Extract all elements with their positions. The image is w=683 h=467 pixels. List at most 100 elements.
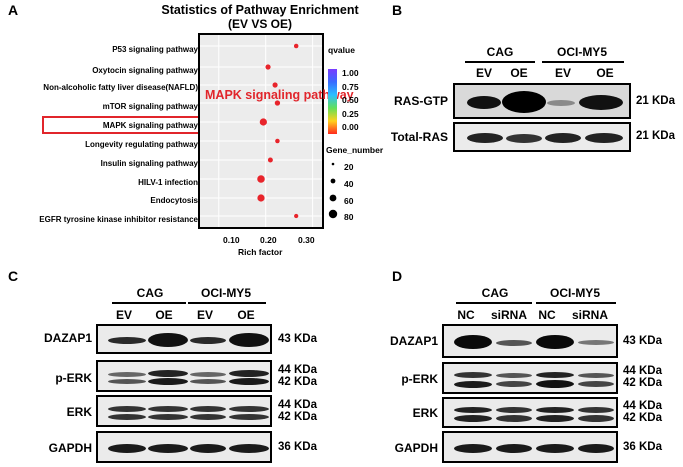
qvalue-tick: 0.50 bbox=[342, 95, 359, 106]
blot-row-label: ERK bbox=[66, 405, 92, 419]
group-underline bbox=[536, 302, 616, 304]
blot-p-erk bbox=[96, 360, 272, 392]
blot-p-erk bbox=[442, 362, 618, 394]
kda-label: 36 KDa bbox=[278, 441, 317, 453]
kda-label: 21 KDa bbox=[636, 130, 675, 142]
qvalue-ticks: 1.00 0.75 0.50 0.25 0.00 bbox=[342, 67, 359, 135]
blot-row-label: DAZAP1 bbox=[389, 334, 438, 348]
kda-label: 42 KDa bbox=[278, 376, 317, 388]
pathway-label: Non-alcoholic fatty liver disease(NAFLD) bbox=[43, 83, 198, 92]
qvalue-legend-title: qvalue bbox=[328, 45, 355, 55]
scatter-point bbox=[275, 138, 280, 144]
gene-number-labels: 20 40 60 80 bbox=[344, 159, 353, 226]
blot-gapdh bbox=[442, 431, 618, 463]
blot-row-label: GAPDH bbox=[48, 441, 92, 455]
lane-label: OE bbox=[155, 308, 173, 322]
pathway-label: Endocytosis bbox=[150, 196, 198, 205]
chart-title-line2: (EV VS OE) bbox=[227, 17, 292, 31]
scatter-point bbox=[257, 175, 265, 183]
lane-label: NC bbox=[457, 308, 475, 322]
kda-label: 44 KDa bbox=[623, 365, 662, 377]
mapk-highlight-box bbox=[42, 116, 200, 134]
kda-label: 21 KDa bbox=[636, 95, 675, 107]
panel-b-letter: B bbox=[392, 2, 403, 18]
scatter-point bbox=[274, 100, 281, 106]
blot-dazap1 bbox=[96, 324, 272, 354]
x-tick-label: 0.10 bbox=[223, 235, 240, 245]
lane-label: siRNA bbox=[571, 308, 608, 322]
blot-row-label: p-ERK bbox=[401, 372, 438, 386]
group-label: OCI-MY5 bbox=[556, 45, 607, 59]
qvalue-tick: 1.00 bbox=[342, 68, 359, 78]
kda-label: 36 KDa bbox=[623, 441, 662, 453]
scatter-point bbox=[259, 118, 267, 126]
pathway-label: P53 signaling pathway bbox=[112, 45, 198, 54]
blot-row-label: Total-RAS bbox=[390, 130, 448, 144]
group-underline bbox=[542, 61, 624, 63]
group-label: CAG bbox=[486, 45, 514, 59]
group-underline bbox=[188, 302, 266, 304]
group-label: CAG bbox=[136, 286, 164, 300]
legend-dot bbox=[329, 194, 337, 202]
pathway-label: Oxytocin signaling pathway bbox=[92, 66, 198, 75]
blot-row-label: ERK bbox=[412, 406, 438, 420]
scatter-point bbox=[294, 213, 299, 219]
gene-number-legend-title: Gene_number bbox=[326, 145, 384, 155]
lane-label: EV bbox=[115, 308, 132, 322]
gene-number-entry: 80 bbox=[344, 212, 354, 223]
gene-number-entry: 60 bbox=[344, 195, 354, 206]
lane-label: OE bbox=[510, 66, 528, 80]
legend-dot bbox=[328, 209, 338, 219]
pathway-label: MAPK signaling pathway bbox=[102, 121, 198, 130]
gene-number-legend-dots bbox=[328, 162, 338, 219]
pathway-label: mTOR signaling pathway bbox=[102, 102, 198, 111]
chart-title-line1: Statistics of Pathway Enrichment bbox=[161, 3, 359, 17]
blot-row-label: RAS-GTP bbox=[394, 94, 448, 108]
scatter-point bbox=[267, 157, 273, 163]
blot-total-ras bbox=[453, 122, 631, 152]
kda-label: 44 KDa bbox=[623, 400, 662, 412]
kda-label: 44 KDa bbox=[278, 399, 317, 411]
blot-erk bbox=[442, 397, 618, 428]
group-underline bbox=[112, 302, 186, 304]
panel-c-letter: C bbox=[8, 268, 19, 284]
scatter-point bbox=[293, 43, 299, 49]
group-underline bbox=[465, 61, 535, 63]
scatter-point bbox=[257, 194, 265, 202]
mapk-highlight-label: MAPK signaling pathway bbox=[205, 88, 354, 102]
kda-label: 43 KDa bbox=[278, 333, 317, 345]
pathway-labels: P53 signaling pathway Oxytocin signaling… bbox=[0, 0, 198, 240]
kda-label: 43 KDa bbox=[623, 335, 662, 347]
legend-dot bbox=[331, 162, 335, 166]
enrichment-scatter-plot bbox=[198, 33, 324, 229]
group-label: OCI-MY5 bbox=[200, 286, 251, 300]
x-axis-label: Rich factor bbox=[238, 247, 283, 257]
gene-number-entry: 40 bbox=[344, 178, 354, 189]
group-underline bbox=[456, 302, 532, 304]
blot-ras-gtp bbox=[453, 83, 631, 119]
scatter-point bbox=[265, 64, 271, 70]
blot-gapdh bbox=[96, 431, 272, 463]
lane-label: EV bbox=[196, 308, 213, 322]
pathway-label: EGFR tyrosine kinase inhibitor resistanc… bbox=[39, 215, 198, 224]
pathway-label: HILV-1 infection bbox=[138, 178, 198, 187]
kda-label: 42 KDa bbox=[623, 377, 662, 389]
blot-row-label: GAPDH bbox=[394, 441, 438, 455]
kda-label: 44 KDa bbox=[278, 364, 317, 376]
group-label: CAG bbox=[481, 286, 509, 300]
lane-label: EV bbox=[475, 66, 492, 80]
x-axis: 0.10 0.20 0.30 Rich factor bbox=[198, 229, 324, 259]
group-label: OCI-MY5 bbox=[549, 286, 600, 300]
blot-erk bbox=[96, 395, 272, 427]
qvalue-tick: 0.75 bbox=[342, 81, 359, 92]
kda-label: 42 KDa bbox=[623, 412, 662, 424]
lane-label: OE bbox=[596, 66, 614, 80]
x-tick-label: 0.30 bbox=[298, 235, 315, 245]
lane-label: EV bbox=[554, 66, 571, 80]
panel-d-letter: D bbox=[392, 268, 403, 284]
lane-label: siRNA bbox=[490, 308, 527, 322]
blot-row-label: p-ERK bbox=[55, 371, 92, 385]
scatter-point bbox=[272, 82, 278, 88]
blot-dazap1 bbox=[442, 324, 618, 358]
pathway-label: Insulin signaling pathway bbox=[100, 159, 198, 168]
